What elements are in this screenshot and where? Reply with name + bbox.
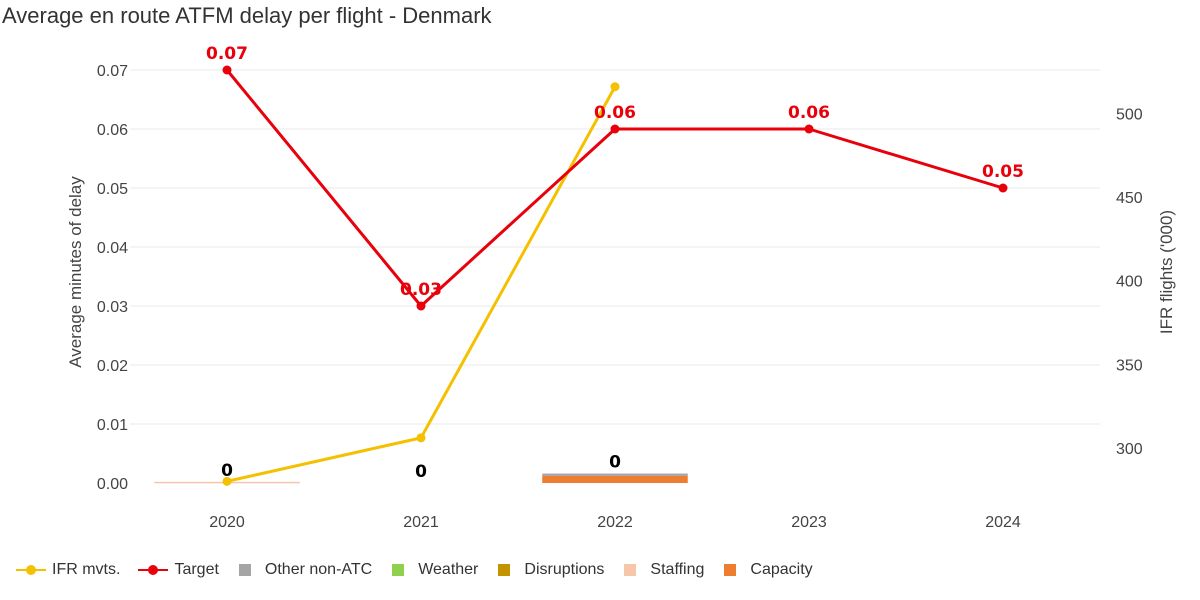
y-left-tick-label: 0.03	[97, 299, 128, 316]
y-right-tick-label: 300	[1116, 441, 1143, 458]
x-tick-label: 2020	[209, 514, 245, 531]
legend-label: IFR mvts.	[52, 561, 121, 578]
y-axis-left-title: Average minutes of delay	[66, 176, 85, 368]
legend-item[interactable]: Weather	[390, 561, 478, 579]
data-labels: 0.07 0.03 0.06 0.06 0.05 0 0 0	[206, 44, 1024, 482]
point-ifr-mvts	[610, 82, 620, 92]
legend-swatch	[724, 564, 737, 576]
legend-swatch	[498, 564, 511, 576]
x-tick-label: 2022	[597, 514, 633, 531]
y-right-tick-label: 500	[1116, 106, 1143, 123]
legend-item[interactable]: Staffing	[622, 561, 704, 579]
point-ifr-mvts	[222, 476, 232, 486]
y-left-tick-label: 0.07	[97, 63, 128, 80]
y-left-tick-label: 0.05	[97, 181, 128, 198]
legend-label: Capacity	[750, 561, 813, 578]
y-left-tick-label: 0.01	[97, 417, 128, 434]
legend-swatch	[16, 564, 46, 576]
legend-label: Other non-ATC	[264, 561, 373, 578]
bar-total-label: 0	[415, 462, 427, 482]
point-target	[222, 65, 232, 75]
x-tick-label: 2024	[985, 514, 1021, 531]
legend-item[interactable]: Target	[138, 561, 219, 579]
x-tick-label: 2021	[403, 514, 439, 531]
y-left-tick-label: 0.00	[97, 476, 128, 493]
legend-label: Staffing	[650, 561, 705, 578]
axes: 0.00 0.01 0.02 0.03 0.04 0.05 0.06 0.07 300 350 40…	[97, 63, 1143, 531]
legend-item[interactable]: Other non-ATC	[237, 561, 372, 579]
gridlines	[130, 69, 1100, 425]
legend-swatch	[238, 564, 251, 576]
target-data-label: 0.06	[788, 103, 830, 123]
point-target	[804, 124, 814, 134]
series-lines	[222, 65, 1008, 486]
chart-title: Average en route ATFM delay per flight -…	[2, 3, 492, 28]
target-data-label: 0.03	[400, 280, 442, 300]
bar-total-label: 0	[221, 461, 233, 481]
legend-label: Weather	[418, 561, 479, 578]
y-axis-right-title: IFR flights ('000)	[1157, 210, 1176, 334]
target-data-label: 0.06	[594, 103, 636, 123]
y-left-tick-label: 0.04	[97, 240, 128, 257]
y-left-tick-label: 0.06	[97, 122, 128, 139]
target-data-label: 0.07	[206, 44, 248, 64]
point-target	[416, 301, 426, 311]
y-right-tick-label: 350	[1116, 357, 1143, 374]
legend-item[interactable]: IFR mvts.	[16, 561, 120, 579]
point-ifr-mvts	[416, 433, 426, 443]
legend-swatch	[392, 564, 405, 576]
bar-other-non-atc	[542, 473, 688, 476]
legend-label: Target	[174, 561, 219, 578]
point-target	[998, 183, 1008, 193]
legend-swatch	[624, 564, 637, 576]
y-left-tick-label: 0.02	[97, 358, 128, 375]
bar-capacity	[542, 475, 688, 483]
legend-label: Disruptions	[524, 561, 605, 578]
target-data-label: 0.05	[982, 162, 1024, 182]
legend-item[interactable]: Disruptions	[496, 561, 604, 579]
y-right-tick-label: 400	[1116, 274, 1143, 291]
legend: IFR mvts. Target Other non-ATC Weather Disru…	[16, 561, 831, 579]
bar-total-label: 0	[609, 453, 621, 473]
y-right-tick-label: 450	[1116, 190, 1143, 207]
x-tick-label: 2023	[791, 514, 827, 531]
point-target	[610, 124, 620, 134]
legend-item[interactable]: Capacity	[722, 561, 813, 579]
legend-swatch	[138, 564, 169, 576]
